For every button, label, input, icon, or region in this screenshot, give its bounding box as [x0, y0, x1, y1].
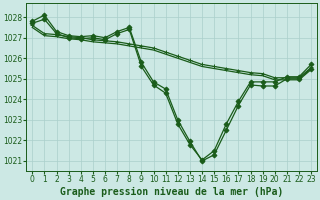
X-axis label: Graphe pression niveau de la mer (hPa): Graphe pression niveau de la mer (hPa) [60, 187, 283, 197]
